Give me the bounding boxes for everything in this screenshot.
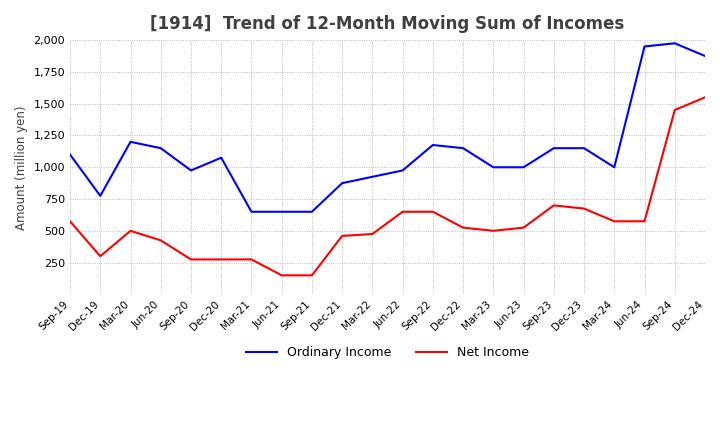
Ordinary Income xyxy=(156,146,165,151)
Net Income xyxy=(428,209,437,214)
Net Income xyxy=(610,219,618,224)
Net Income xyxy=(156,238,165,243)
Ordinary Income xyxy=(96,193,104,198)
Net Income xyxy=(398,209,407,214)
Net Income xyxy=(489,228,498,234)
Ordinary Income xyxy=(670,40,679,46)
Ordinary Income xyxy=(277,209,286,214)
Ordinary Income xyxy=(338,180,346,186)
Ordinary Income xyxy=(247,209,256,214)
Net Income xyxy=(549,203,558,208)
Ordinary Income xyxy=(66,152,74,157)
Ordinary Income xyxy=(701,53,709,59)
Net Income xyxy=(307,273,316,278)
Net Income xyxy=(66,219,74,224)
Net Income xyxy=(247,257,256,262)
Net Income xyxy=(701,95,709,100)
Net Income xyxy=(640,219,649,224)
Ordinary Income xyxy=(580,146,588,151)
Ordinary Income xyxy=(217,155,225,160)
Ordinary Income xyxy=(640,44,649,49)
Net Income xyxy=(217,257,225,262)
Net Income xyxy=(277,273,286,278)
Ordinary Income xyxy=(459,146,467,151)
Legend: Ordinary Income, Net Income: Ordinary Income, Net Income xyxy=(240,341,534,364)
Line: Ordinary Income: Ordinary Income xyxy=(70,43,705,212)
Net Income xyxy=(186,257,195,262)
Y-axis label: Amount (million yen): Amount (million yen) xyxy=(15,105,28,230)
Ordinary Income xyxy=(428,143,437,148)
Ordinary Income xyxy=(368,174,377,180)
Title: [1914]  Trend of 12-Month Moving Sum of Incomes: [1914] Trend of 12-Month Moving Sum of I… xyxy=(150,15,625,33)
Net Income xyxy=(368,231,377,237)
Ordinary Income xyxy=(549,146,558,151)
Ordinary Income xyxy=(519,165,528,170)
Line: Net Income: Net Income xyxy=(70,97,705,275)
Ordinary Income xyxy=(610,165,618,170)
Ordinary Income xyxy=(398,168,407,173)
Ordinary Income xyxy=(126,139,135,144)
Net Income xyxy=(96,253,104,259)
Net Income xyxy=(580,206,588,211)
Net Income xyxy=(519,225,528,230)
Net Income xyxy=(670,107,679,113)
Ordinary Income xyxy=(307,209,316,214)
Net Income xyxy=(338,233,346,238)
Net Income xyxy=(126,228,135,234)
Net Income xyxy=(459,225,467,230)
Ordinary Income xyxy=(186,168,195,173)
Ordinary Income xyxy=(489,165,498,170)
